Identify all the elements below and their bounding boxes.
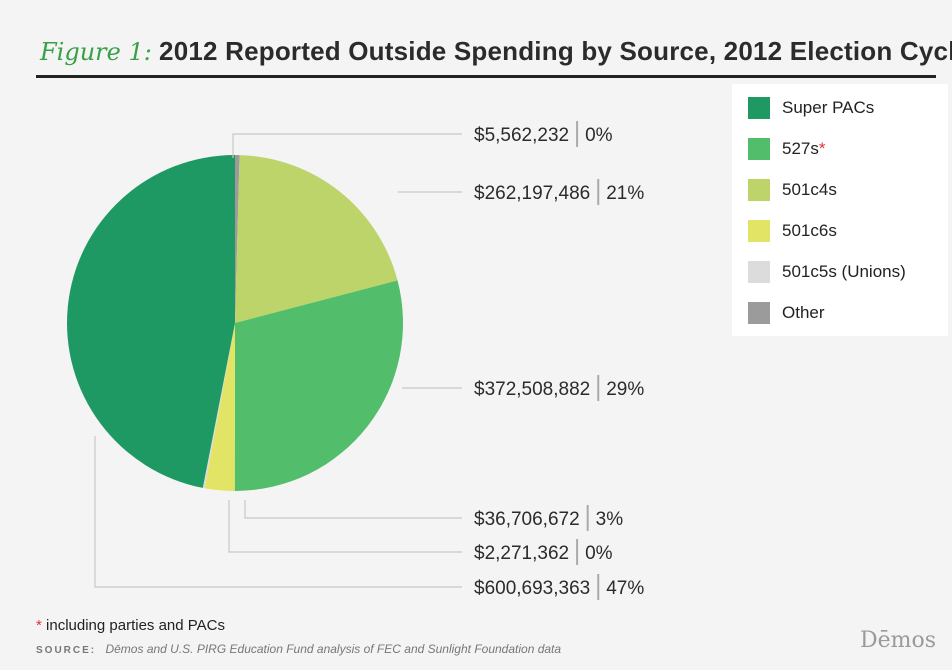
legend-label: 501c5s (Unions) [782, 262, 906, 281]
legend-label: Super PACs [782, 98, 875, 117]
legend-swatch [748, 97, 770, 119]
legend-item-501c6s: 501c6s [748, 217, 837, 245]
figure-label: Figure 1: [40, 38, 152, 66]
footnote: * including parties and PACs [36, 617, 225, 634]
data-label-501c6s: $36,706,672 [474, 509, 580, 530]
pct-label-super-pacs: 47% [606, 578, 644, 599]
legend-label: 527s* [782, 139, 826, 158]
legend-item-501c4s: 501c4s [748, 176, 837, 204]
pct-label-501c6s: 3% [596, 509, 624, 530]
source-text: Dēmos and U.S. PIRG Education Fund analy… [105, 642, 562, 656]
legend: Super PACs 527s* 501c4s 501c6s 501c5s (Union… [732, 84, 948, 336]
pie-slice-527s [234, 280, 404, 491]
callouts: $5,562,232 0% $262,197,486 21% $372,508,882 2… [94, 121, 644, 600]
pct-label-501c5s-unions: 0% [585, 543, 613, 564]
title-text: 2012 Reported Outside Spending by Source… [159, 36, 952, 66]
callout-line-other [232, 133, 462, 158]
pct-label-other: 0% [585, 125, 613, 146]
pie-slice-501c4s [235, 155, 398, 323]
data-label-501c4s: $262,197,486 [474, 183, 590, 204]
legend-item-501c5s-unions: 501c5s (Unions) [748, 258, 906, 286]
legend-item-super-pacs: Super PACs [748, 94, 874, 122]
pct-label-501c4s: 21% [606, 183, 644, 204]
legend-swatch [748, 220, 770, 242]
legend-swatch [748, 138, 770, 160]
legend-swatch [748, 302, 770, 324]
legend-swatch [748, 261, 770, 283]
legend-star: * [818, 139, 826, 158]
legend-label: 501c6s [782, 221, 837, 240]
legend-swatch [748, 179, 770, 201]
pie-slice-other [235, 155, 240, 323]
footnote-star: * [36, 617, 42, 634]
callout-line-501c6s [244, 500, 462, 519]
footnote-text: including parties and PACs [46, 617, 226, 634]
pie-slices [67, 155, 404, 491]
pie-slice-501c6s [204, 323, 235, 491]
callout-line-super-pacs [94, 436, 462, 588]
data-label-501c5s-unions: $2,271,362 [474, 543, 569, 564]
title-divider [36, 75, 936, 78]
chart-title: Figure 1: 2012 Reported Outside Spending… [40, 36, 952, 67]
data-label-527s: $372,508,882 [474, 379, 590, 400]
legend-item-other: Other [748, 299, 825, 327]
pie-slice-super-pacs [67, 155, 235, 488]
legend-item-527s: 527s* [748, 135, 826, 163]
source-line: SOURCE: Dēmos and U.S. PIRG Education Fu… [36, 642, 561, 656]
legend-label: Other [782, 303, 825, 322]
pie-slice-501c5s-unions [202, 323, 235, 489]
data-label-super-pacs: $600,693,363 [474, 578, 590, 599]
callout-line-501c5s-unions [228, 500, 462, 553]
source-label: SOURCE: [36, 645, 97, 656]
pct-label-527s: 29% [606, 379, 644, 400]
data-label-other: $5,562,232 [474, 125, 569, 146]
brand-logo: Dēmos [859, 628, 936, 653]
legend-label: 501c4s [782, 180, 837, 199]
